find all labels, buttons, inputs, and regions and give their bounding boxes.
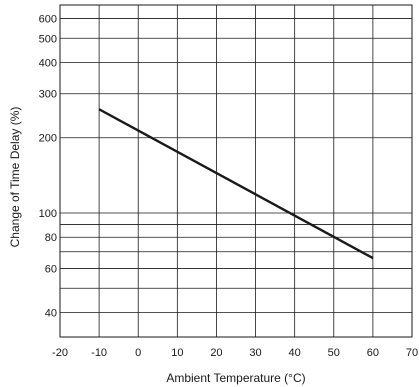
x-tick-label: 40	[289, 347, 301, 359]
y-axis-title: Change of Time Delay (%)	[8, 107, 22, 248]
grid	[59, 5, 413, 337]
y-tick-label: 40	[45, 307, 57, 319]
series-line	[98, 108, 374, 260]
y-tick-label: 80	[45, 232, 57, 244]
x-tick-label: -10	[91, 347, 107, 359]
plot-frame	[59, 4, 413, 338]
x-tick-label: 70	[406, 347, 418, 359]
x-tick-label: 0	[135, 347, 141, 359]
y-tick-labels: 40 60 80 100 200 300 400 500 600	[39, 13, 57, 319]
y-tick-label: 300	[39, 89, 57, 101]
y-tick-label: 200	[39, 133, 57, 145]
y-tick-label: 400	[39, 57, 57, 69]
x-tick-label: 50	[328, 347, 340, 359]
x-tick-label: 30	[249, 347, 261, 359]
x-tick-label: 10	[171, 347, 183, 359]
x-tick-label: -20	[52, 347, 68, 359]
plot-border	[59, 4, 413, 338]
y-tick-label: 100	[39, 208, 57, 220]
y-tick-label: 60	[45, 263, 57, 275]
x-tick-label: 20	[210, 347, 222, 359]
y-tick-label: 600	[39, 13, 57, 25]
x-tick-labels: -20 -10 0 10 20 30 40 50 60 70	[52, 347, 418, 359]
series-layer	[98, 108, 374, 260]
x-axis-title: Ambient Temperature (°C)	[166, 371, 305, 385]
x-tick-label: 60	[367, 347, 379, 359]
y-tick-label: 500	[39, 33, 57, 45]
